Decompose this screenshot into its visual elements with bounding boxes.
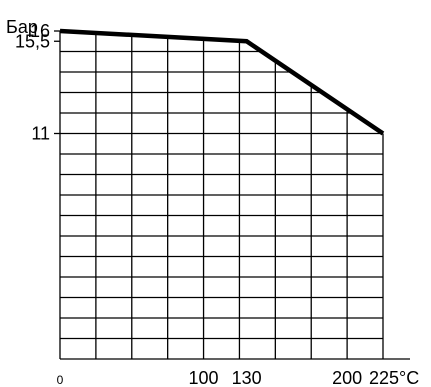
x-tick-label: 200 <box>332 368 362 387</box>
y-tick-label: 15,5 <box>15 31 50 51</box>
y-axis-label: Бар <box>6 17 38 37</box>
x-tick-label: 130 <box>232 368 262 387</box>
series-layer <box>59 28 385 136</box>
y-tick-label: 16 <box>30 21 50 41</box>
x-tick-label: 100 <box>189 368 219 387</box>
axes <box>54 30 410 360</box>
y-tick-label: 11 <box>31 124 50 144</box>
grid <box>58 0 389 359</box>
x-tick-label: 0 <box>57 373 64 387</box>
x-tick-label: 225°C <box>369 368 419 387</box>
